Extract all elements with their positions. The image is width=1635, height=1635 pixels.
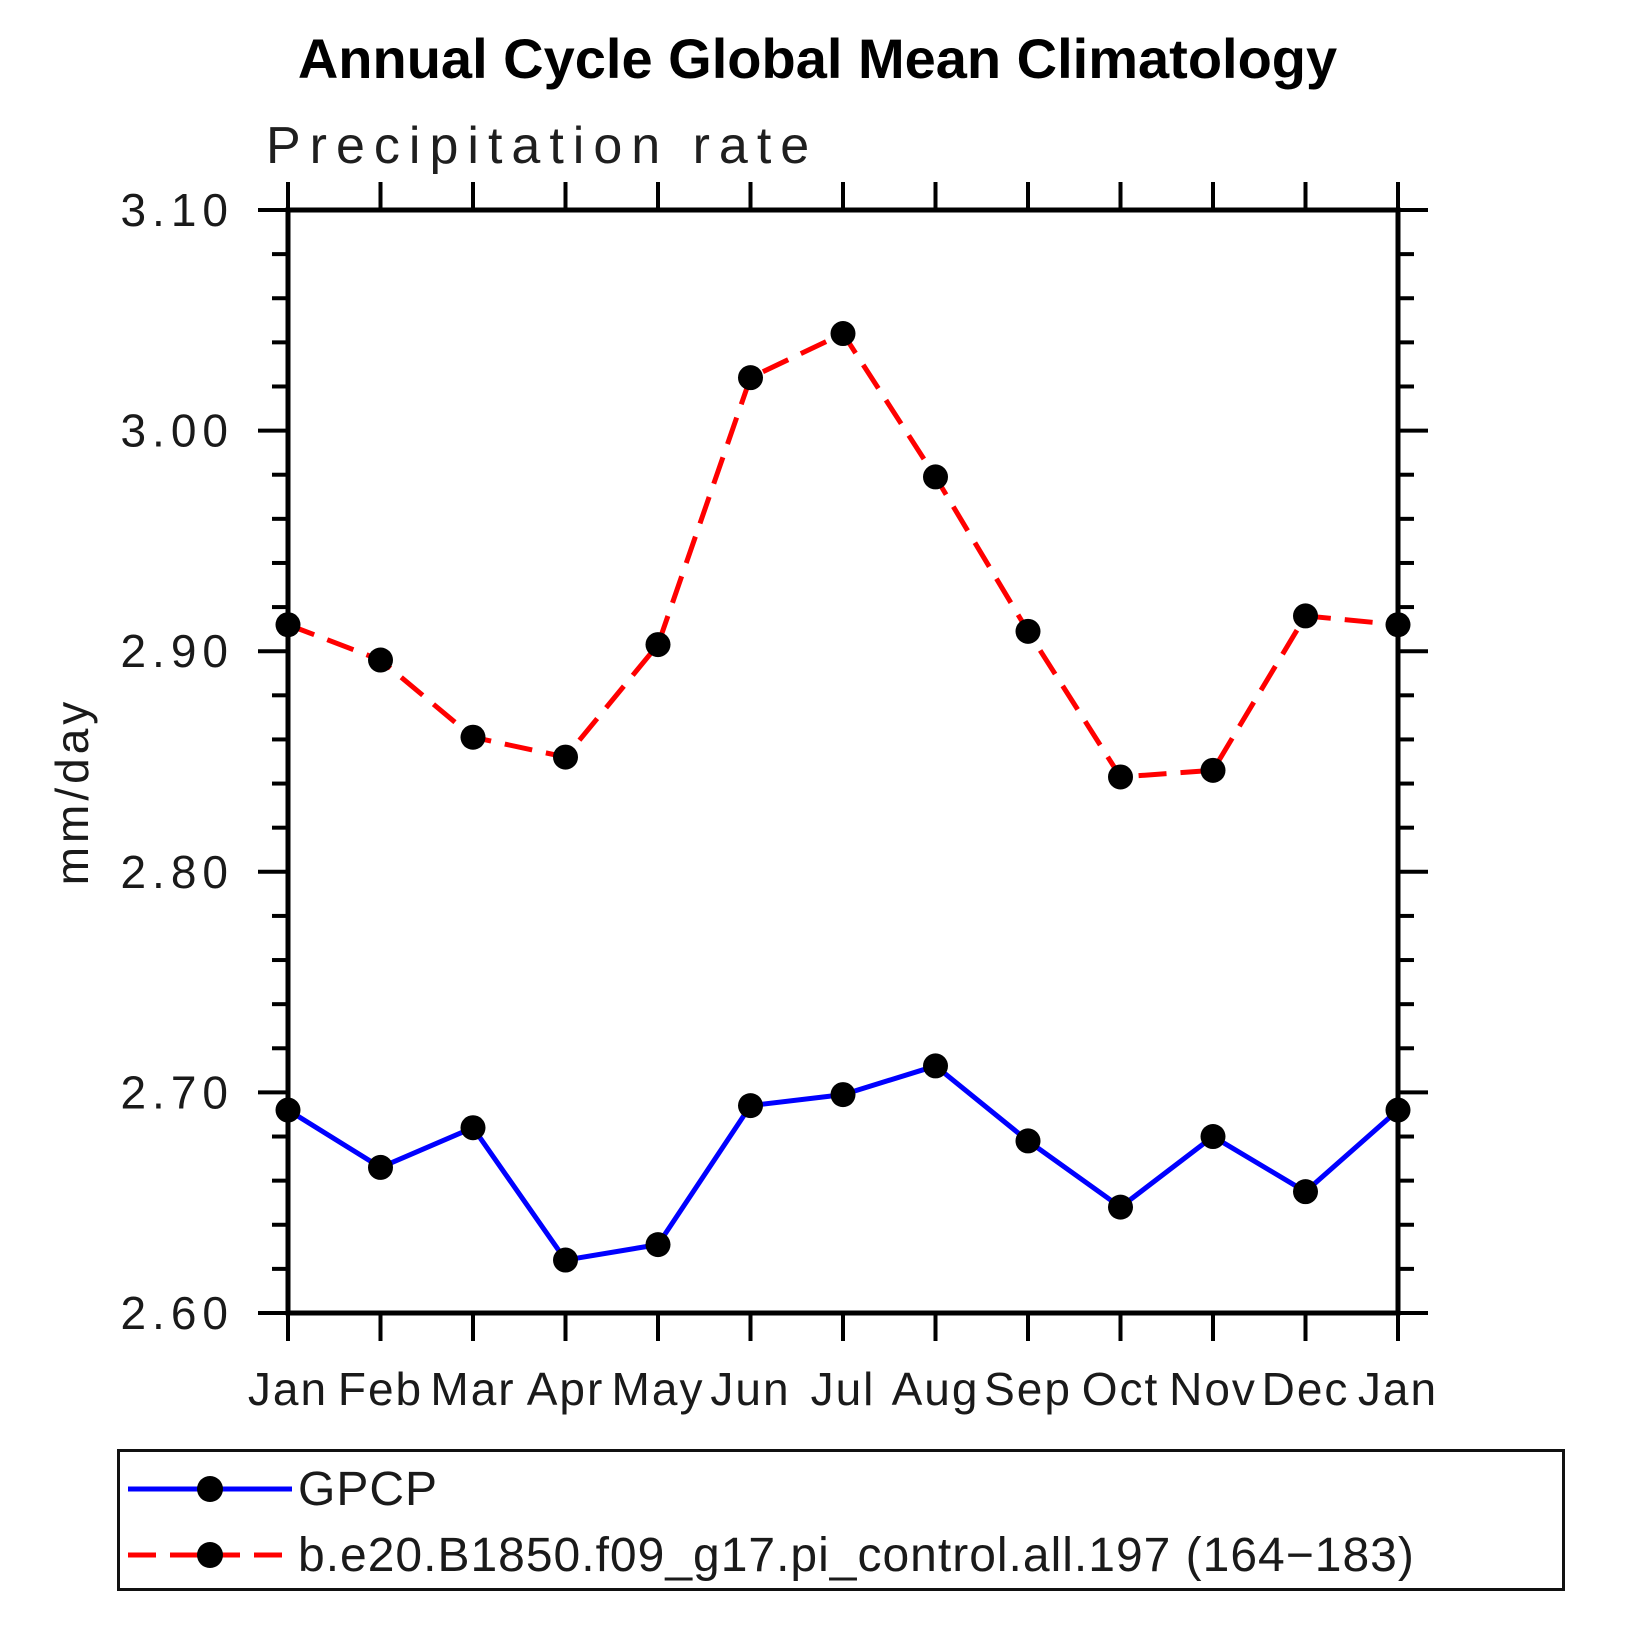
data-point-marker [1385,612,1411,638]
legend-box: GPCP b.e20.B1850.f09_g17.pi_control.all.… [117,1449,1565,1591]
legend-marker-dot [197,1476,223,1502]
x-tick-label: Dec [1262,1363,1350,1415]
y-tick-label: 2.90 [120,625,234,677]
legend-label-gpcp: GPCP [298,1462,439,1516]
plot-frame [285,207,1401,1316]
y-tick-label: 2.80 [120,846,234,898]
data-point-marker [1108,764,1133,790]
y-axis-label: mm/day [46,698,98,886]
chart-subtitle: Precipitation rate [266,117,819,175]
data-point-marker [830,321,856,347]
data-point-marker [368,1154,393,1180]
legend-label-model: b.e20.B1850.f09_g17.pi_control.all.197 (… [298,1528,1415,1582]
data-point-marker [923,464,948,490]
data-point-marker [553,744,578,770]
data-point-marker [460,1115,486,1141]
x-tick-label: Feb [338,1363,423,1415]
x-tick-label: Apr [527,1363,605,1415]
data-point-marker [1293,603,1318,629]
data-point-marker [368,647,393,673]
data-point-marker [1385,1097,1411,1123]
legend-item-model: b.e20.B1850.f09_g17.pi_control.all.197 (… [124,1528,1415,1582]
data-point-marker [460,724,486,750]
data-point-marker [1200,757,1226,783]
data-point-marker [553,1247,578,1273]
data-point-marker [275,612,301,638]
x-tick-label: Jul [811,1363,876,1415]
chart-title: Annual Cycle Global Mean Climatology [297,27,1338,90]
legend-line-sample-solid [128,1476,292,1502]
data-point-marker [1293,1179,1318,1205]
data-point-marker [1200,1124,1226,1150]
x-tick-label: Jun [710,1363,790,1415]
x-tick-label: Jan [1358,1363,1438,1415]
data-point-marker [645,632,671,658]
data-point-marker [1015,1128,1041,1154]
data-point-marker [275,1097,301,1123]
x-tick-label: Nov [1169,1363,1257,1415]
x-tick-label: Sep [984,1363,1072,1415]
data-point-marker [1108,1194,1133,1220]
legend-item-gpcp: GPCP [124,1462,438,1516]
data-point-marker [923,1053,948,1079]
data-point-marker [645,1232,671,1258]
x-tick-label: Aug [892,1363,980,1415]
legend-line-sample-dashed [128,1542,292,1568]
x-tick-label: May [612,1363,705,1415]
y-tick-label: 2.60 [120,1287,234,1339]
x-tick-label: Oct [1082,1363,1160,1415]
y-tick-label: 3.00 [120,405,234,457]
y-tick-label: 2.70 [120,1066,234,1118]
y-tick-label: 3.10 [120,184,234,236]
legend-marker-dot [197,1542,223,1568]
x-tick-label: Mar [430,1363,515,1415]
data-point-marker [738,1093,763,1119]
series-line-1 [287,331,1399,780]
data-point-marker [830,1082,856,1108]
data-point-marker [738,365,763,391]
x-tick-label: Jan [248,1363,328,1415]
data-point-marker [1015,618,1041,644]
